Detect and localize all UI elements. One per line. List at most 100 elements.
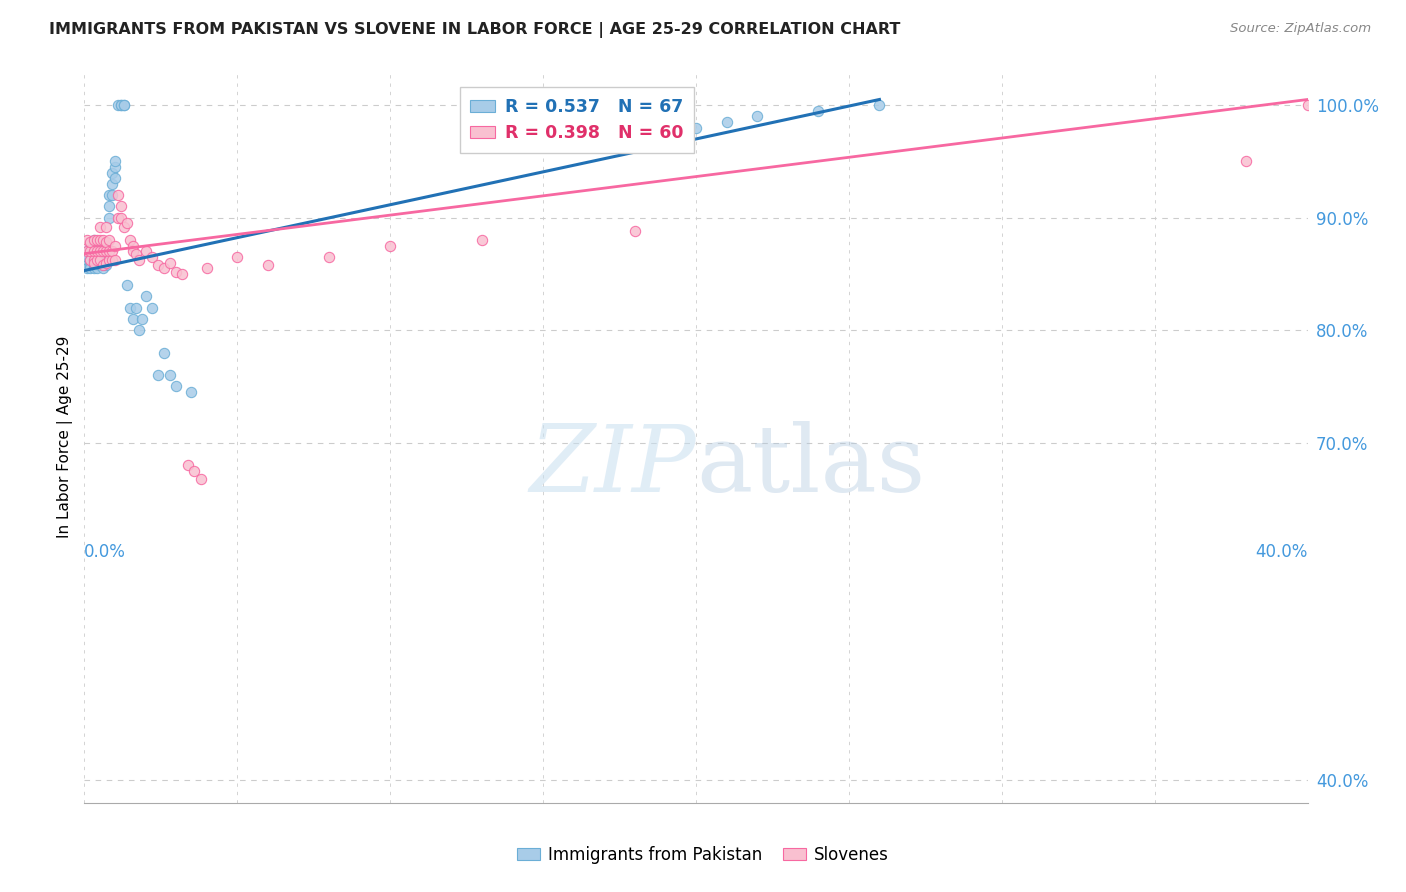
Point: [97, 233, 120, 247]
Point: [86, 253, 108, 268]
Point: [107, 188, 129, 202]
Point: [97, 244, 120, 259]
Point: [83, 250, 105, 264]
Point: [257, 258, 280, 272]
Point: [135, 289, 157, 303]
Point: [79, 258, 101, 272]
Point: [107, 211, 129, 225]
Point: [76, 244, 98, 259]
Point: [159, 368, 181, 383]
Point: [89, 253, 111, 268]
Point: [120, 233, 142, 247]
Point: [153, 345, 176, 359]
Point: [83, 233, 105, 247]
Point: [165, 379, 187, 393]
Point: [76, 255, 98, 269]
Point: [131, 312, 153, 326]
Point: [76, 261, 98, 276]
Point: [89, 258, 111, 272]
Point: [1236, 154, 1258, 169]
Text: atlas: atlas: [696, 421, 925, 511]
Point: [94, 258, 117, 272]
Point: [153, 261, 176, 276]
Point: [110, 98, 132, 112]
Point: [97, 199, 120, 213]
Point: [112, 219, 135, 234]
Point: [183, 464, 205, 478]
Point: [101, 166, 124, 180]
Point: [104, 160, 127, 174]
Point: [89, 253, 111, 268]
Point: [91, 261, 114, 276]
Point: [79, 244, 101, 259]
Point: [177, 458, 200, 473]
Point: [91, 258, 114, 272]
Point: [97, 188, 120, 202]
Point: [128, 323, 150, 337]
Point: [79, 253, 101, 268]
Point: [83, 233, 105, 247]
Point: [716, 115, 738, 129]
Point: [89, 233, 111, 247]
Point: [91, 244, 114, 259]
Point: [1296, 98, 1319, 112]
Text: 0.0%: 0.0%: [84, 543, 127, 561]
Point: [122, 244, 145, 259]
Point: [869, 98, 891, 112]
Point: [128, 253, 150, 268]
Point: [180, 385, 202, 400]
Point: [122, 312, 145, 326]
Point: [86, 244, 108, 259]
Point: [86, 261, 108, 276]
Point: [747, 109, 769, 123]
Point: [195, 261, 218, 276]
Point: [76, 250, 98, 264]
Point: [89, 239, 111, 253]
Point: [101, 188, 124, 202]
Point: [91, 239, 114, 253]
Point: [104, 171, 127, 186]
Point: [107, 98, 129, 112]
Point: [83, 253, 105, 268]
Point: [94, 239, 117, 253]
Point: [97, 253, 120, 268]
Point: [122, 239, 145, 253]
Point: [190, 472, 212, 486]
Point: [101, 244, 124, 259]
Point: [83, 244, 105, 259]
Point: [91, 233, 114, 247]
Point: [685, 120, 707, 135]
Point: [159, 255, 181, 269]
Point: [91, 255, 114, 269]
Point: [86, 233, 108, 247]
Point: [94, 255, 117, 269]
Point: [86, 239, 108, 253]
Text: IMMIGRANTS FROM PAKISTAN VS SLOVENE IN LABOR FORCE | AGE 25-29 CORRELATION CHART: IMMIGRANTS FROM PAKISTAN VS SLOVENE IN L…: [49, 22, 901, 38]
Point: [89, 219, 111, 234]
Point: [101, 177, 124, 191]
Point: [83, 244, 105, 259]
Point: [91, 253, 114, 268]
Point: [104, 154, 127, 169]
Point: [83, 258, 105, 272]
Point: [125, 246, 148, 260]
Point: [97, 211, 120, 225]
Point: [125, 301, 148, 315]
Point: [86, 253, 108, 268]
Text: 40.0%: 40.0%: [1256, 543, 1308, 561]
Point: [104, 239, 127, 253]
Point: [94, 244, 117, 259]
Point: [79, 235, 101, 250]
Point: [115, 278, 138, 293]
Point: [79, 253, 101, 268]
Point: [94, 235, 117, 250]
Point: [76, 244, 98, 259]
Point: [89, 244, 111, 259]
Y-axis label: In Labor Force | Age 25-29: In Labor Force | Age 25-29: [58, 336, 73, 538]
Point: [146, 368, 169, 383]
Point: [165, 265, 187, 279]
Point: [89, 244, 111, 259]
Point: [380, 239, 402, 253]
Point: [172, 267, 194, 281]
Text: ZIP: ZIP: [529, 421, 696, 511]
